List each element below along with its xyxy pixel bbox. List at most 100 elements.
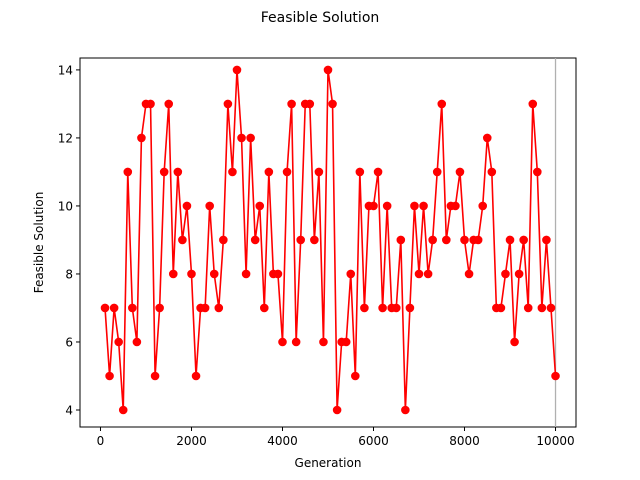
data-point <box>496 303 506 313</box>
data-point <box>360 303 369 313</box>
data-point <box>546 303 556 313</box>
series-markers <box>100 65 560 415</box>
data-point <box>214 303 224 313</box>
data-point <box>114 337 123 347</box>
y-axis: 4 6 8 10 12 14 <box>58 63 80 417</box>
data-point <box>123 167 133 177</box>
data-point <box>419 201 428 211</box>
y-tick-label: 12 <box>58 131 73 145</box>
data-point <box>164 99 174 109</box>
data-point <box>373 167 383 177</box>
x-tick-label: 2000 <box>176 434 207 448</box>
data-point <box>319 337 328 347</box>
data-point <box>137 133 146 143</box>
data-point <box>482 133 492 143</box>
data-point <box>501 269 510 279</box>
data-point <box>291 337 301 347</box>
data-point <box>209 269 219 279</box>
data-point <box>232 65 242 75</box>
data-point <box>200 303 210 313</box>
plot-area <box>79 57 577 428</box>
y-tick-label: 14 <box>58 63 73 77</box>
data-point <box>401 405 410 415</box>
data-point <box>542 235 551 245</box>
data-point <box>487 167 497 177</box>
data-point <box>282 167 292 177</box>
x-tick-label: 4000 <box>267 434 298 448</box>
x-tick-label: 8000 <box>449 434 480 448</box>
data-point <box>264 167 274 177</box>
axes-frame <box>79 57 577 428</box>
data-point <box>259 303 269 313</box>
data-point <box>191 371 201 381</box>
data-point <box>168 269 178 279</box>
data-point <box>273 269 283 279</box>
data-point <box>332 405 342 415</box>
data-point <box>255 201 265 211</box>
data-point <box>510 337 519 347</box>
data-point <box>505 235 515 245</box>
data-point <box>346 269 356 279</box>
data-point <box>396 235 406 245</box>
y-tick-label: 4 <box>65 403 73 417</box>
data-point <box>128 303 137 313</box>
data-point <box>451 201 460 211</box>
data-point <box>355 167 365 177</box>
data-point <box>105 371 114 381</box>
data-point <box>405 303 415 313</box>
data-point <box>132 337 142 347</box>
series-line <box>104 69 557 411</box>
x-axis: 0 2000 4000 6000 8000 10000 <box>97 427 575 448</box>
data-point <box>173 167 183 177</box>
data-point <box>287 99 296 109</box>
y-axis-title: Feasible Solution <box>32 192 46 294</box>
data-point <box>478 201 488 211</box>
data-point <box>428 235 437 245</box>
data-point <box>537 303 547 313</box>
data-point <box>514 269 524 279</box>
data-point <box>296 235 306 245</box>
data-point <box>369 201 378 211</box>
data-point <box>382 201 392 211</box>
data-point <box>250 235 260 245</box>
data-point <box>455 167 465 177</box>
x-axis-title: Generation <box>295 456 362 470</box>
data-point <box>519 235 528 245</box>
x-tick-label: 6000 <box>358 434 389 448</box>
data-point <box>310 235 319 245</box>
data-point <box>205 201 214 211</box>
data-point <box>246 133 255 143</box>
data-point <box>219 235 228 245</box>
y-tick-label: 6 <box>65 335 73 349</box>
data-point <box>351 371 360 381</box>
data-point <box>182 201 192 211</box>
chart-title: Feasible Solution <box>261 10 380 26</box>
data-point <box>523 303 533 313</box>
data-point <box>223 99 233 109</box>
data-point <box>460 235 469 245</box>
data-point <box>323 65 333 75</box>
data-point <box>100 303 110 313</box>
data-point <box>473 235 483 245</box>
data-point <box>341 337 351 347</box>
data-point <box>464 269 474 279</box>
data-point <box>437 99 447 109</box>
data-point <box>414 269 424 279</box>
data-point <box>328 99 337 109</box>
data-point <box>410 201 419 211</box>
data-point <box>228 167 237 177</box>
data-point <box>528 99 538 109</box>
data-point <box>237 133 246 143</box>
data-point <box>187 269 196 279</box>
x-tick-label: 0 <box>97 434 105 448</box>
data-point <box>159 167 169 177</box>
data-point <box>155 303 164 313</box>
data-point <box>442 235 451 245</box>
data-point <box>314 167 324 177</box>
data-point <box>109 303 119 313</box>
data-point <box>146 99 155 109</box>
data-point <box>378 303 387 313</box>
y-tick-label: 8 <box>65 267 73 281</box>
data-point <box>391 303 401 313</box>
